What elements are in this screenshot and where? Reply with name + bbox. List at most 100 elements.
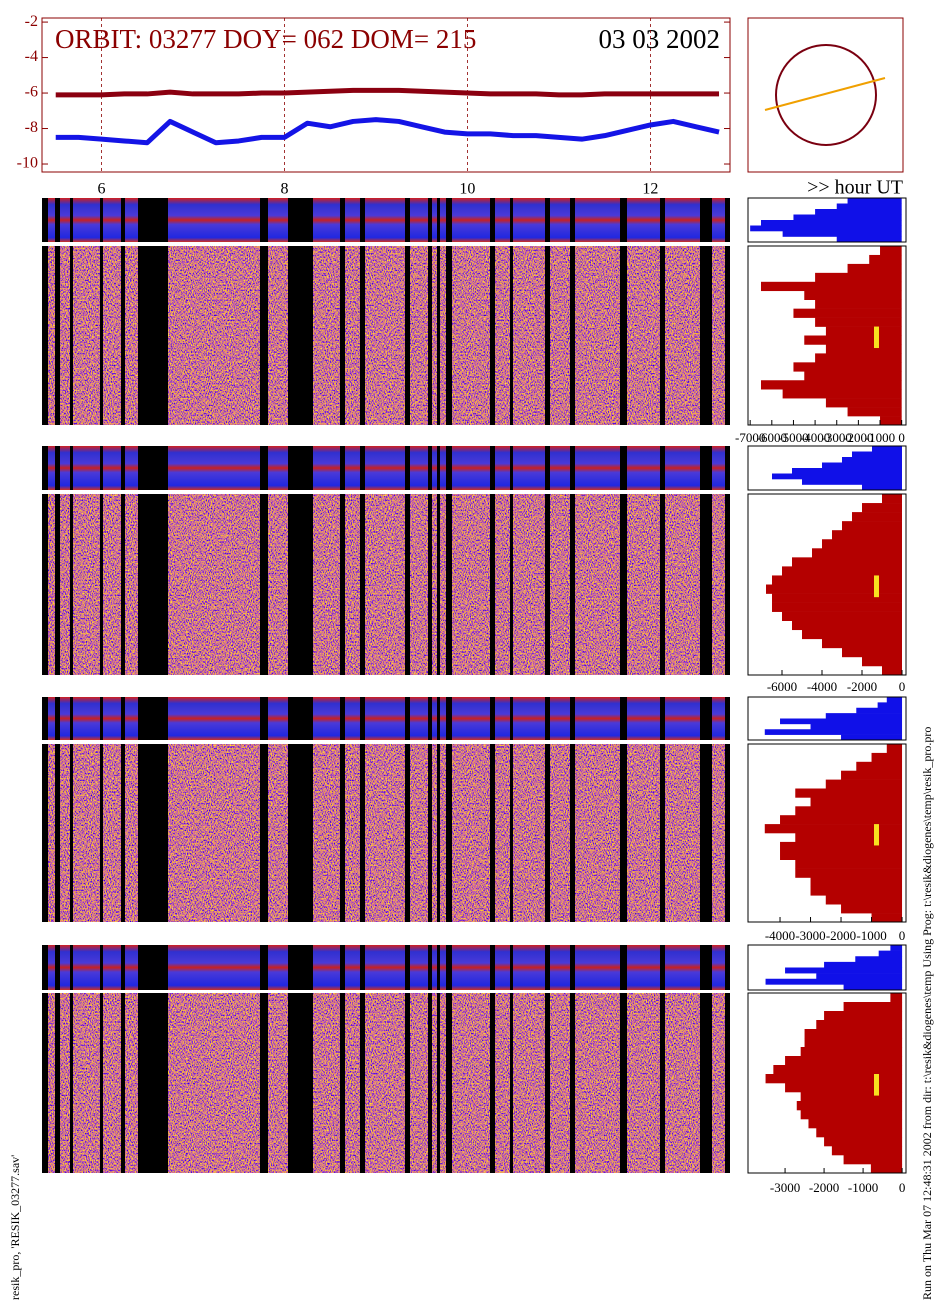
- profile-frame: [747, 493, 907, 676]
- data-gap: [260, 945, 268, 990]
- data-gap: [545, 494, 550, 675]
- data-gap: [510, 446, 513, 490]
- data-gap: [70, 198, 73, 242]
- x-tick-label: 12: [642, 181, 658, 198]
- x-tick-label: -3000: [770, 1180, 800, 1195]
- x-axis-label: >> hour UT: [807, 177, 903, 199]
- data-gap: [55, 697, 60, 740]
- data-gap: [437, 993, 440, 1173]
- profile-bar: [825, 344, 902, 354]
- x-tick-label: -2000: [826, 928, 856, 943]
- data-gap: [42, 246, 48, 425]
- data-gap: [100, 697, 103, 740]
- x-tick-label: -6000: [757, 430, 787, 445]
- profile-bar: [810, 877, 903, 887]
- profile-bar: [841, 734, 903, 741]
- data-gap: [660, 198, 665, 242]
- x-tick-label: -1000: [856, 928, 886, 943]
- data-gap: [660, 945, 665, 990]
- data-gap: [42, 198, 48, 242]
- profile-bar: [793, 362, 902, 372]
- data-gap: [70, 494, 73, 675]
- data-gap: [55, 198, 60, 242]
- profile-bar: [822, 539, 902, 549]
- data-gap: [428, 198, 432, 242]
- data-gap: [360, 744, 365, 922]
- profile-bar: [780, 841, 903, 852]
- data-gap: [288, 744, 313, 922]
- data-gap: [340, 993, 345, 1173]
- orbit-frame: [747, 17, 904, 173]
- marker: [874, 575, 879, 598]
- profile-bar: [792, 620, 902, 631]
- data-gap: [55, 246, 60, 425]
- data-gap: [620, 198, 627, 242]
- data-gap: [446, 744, 452, 922]
- profile-bar: [772, 602, 902, 612]
- profile-bar: [847, 198, 902, 204]
- data-gap: [288, 198, 313, 242]
- x-tick-label: -4000: [800, 430, 830, 445]
- data-gap: [490, 446, 495, 490]
- profile-bar: [785, 1083, 903, 1093]
- data-gap: [55, 945, 60, 990]
- data-gap: [340, 446, 345, 490]
- profile-bar: [800, 1047, 903, 1057]
- data-gap: [570, 246, 575, 425]
- profile-bar: [841, 904, 903, 914]
- data-gap: [490, 744, 495, 922]
- data-gap: [100, 446, 103, 490]
- profile-bar: [795, 833, 903, 843]
- data-gap: [405, 993, 410, 1173]
- data-gap: [121, 744, 125, 922]
- profile-bar: [804, 1029, 903, 1039]
- data-gap: [437, 945, 440, 990]
- data-gap: [100, 744, 103, 922]
- data-gap: [510, 945, 513, 990]
- profile-bar: [841, 770, 903, 780]
- footer-left: resik_pro, 'RESIK_03277.sav': [8, 1155, 22, 1300]
- data-gap: [55, 744, 60, 922]
- data-gap: [545, 744, 550, 922]
- profile-bar: [843, 1002, 903, 1012]
- data-gap: [545, 446, 550, 490]
- profile-bar: [760, 380, 902, 390]
- profile-bar: [773, 1065, 903, 1075]
- profile-bar: [772, 473, 902, 480]
- profile-bar: [842, 457, 902, 463]
- data-gap: [660, 744, 665, 922]
- profile-bar: [862, 484, 902, 491]
- data-gap: [360, 993, 365, 1173]
- x-tick-label: 0: [898, 430, 905, 445]
- data-gap: [545, 993, 550, 1173]
- data-gap: [510, 744, 513, 922]
- data-gap: [260, 697, 268, 740]
- data-gap: [570, 993, 575, 1173]
- data-gap: [260, 246, 268, 425]
- x-tick-label: 0: [899, 679, 906, 694]
- data-gap: [490, 945, 495, 990]
- data-gap: [620, 246, 627, 425]
- profile-bar: [855, 956, 903, 963]
- data-gap: [260, 744, 268, 922]
- x-tick-label: -4000: [807, 679, 837, 694]
- profile-bar: [765, 978, 903, 985]
- data-gap: [260, 494, 268, 675]
- profile-bar: [795, 868, 903, 878]
- profile-bar: [804, 290, 902, 300]
- profile-bar: [815, 299, 902, 309]
- x-tick-label: -5000: [778, 430, 808, 445]
- profile-bar: [824, 961, 903, 968]
- profile-bar: [824, 1011, 903, 1021]
- data-gap: [725, 198, 730, 242]
- x-tick-label: 0: [899, 1180, 906, 1195]
- data-gap: [260, 993, 268, 1173]
- x-tick-label: -2000: [843, 430, 873, 445]
- data-gap: [428, 993, 432, 1173]
- data-gap: [620, 993, 627, 1173]
- data-gap: [437, 246, 440, 425]
- data-gap: [660, 246, 665, 425]
- data-gap: [70, 246, 73, 425]
- data-gap: [725, 744, 730, 922]
